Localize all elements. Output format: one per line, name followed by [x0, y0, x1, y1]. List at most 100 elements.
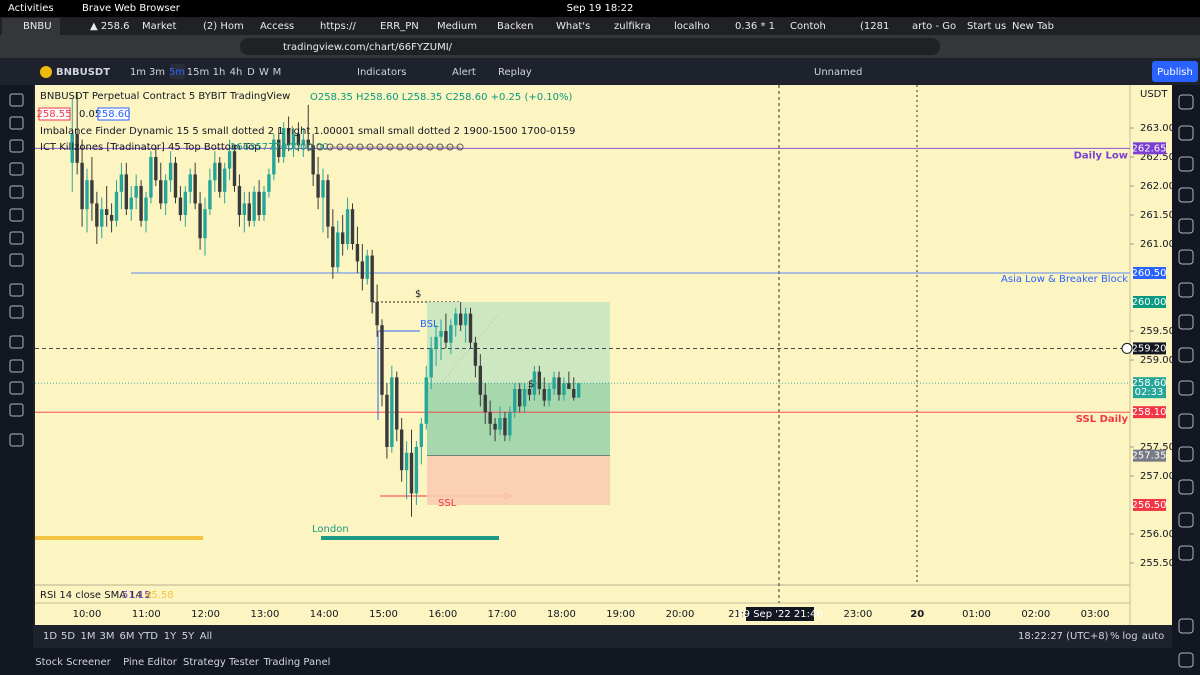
browser-tab[interactable]: ERR_PN	[380, 21, 419, 32]
label: SSL	[438, 498, 457, 509]
candle-body	[70, 133, 74, 163]
range-button[interactable]: 1M	[81, 631, 96, 642]
browser-tab[interactable]: Medium	[437, 21, 477, 32]
side-icon[interactable]	[1178, 249, 1194, 265]
panel-tab[interactable]: Pine Editor	[123, 657, 178, 668]
label: O258.35 H258.60 L258.35 C258.60 +0.25 (+…	[310, 92, 572, 103]
candle-body	[547, 388, 551, 401]
browser-tab[interactable]: 0.36 * 1	[735, 21, 775, 32]
tool-icon[interactable]	[9, 403, 24, 417]
tool-icon[interactable]	[9, 185, 24, 199]
browser-tab[interactable]: (1281	[860, 21, 889, 32]
range-button[interactable]: 1D	[43, 631, 57, 642]
label[interactable]: auto	[1142, 631, 1165, 642]
tool-icon[interactable]	[9, 208, 24, 222]
side-icon[interactable]	[1178, 314, 1194, 330]
range-button[interactable]: 5Y	[182, 631, 195, 642]
label[interactable]: Alert	[452, 67, 476, 78]
side-icon[interactable]	[1178, 156, 1194, 172]
browser-tab[interactable]: zulfikra	[614, 21, 651, 32]
y-tick-label: 259.00	[1140, 355, 1175, 366]
browser-tab[interactable]: ▲ 258.6	[90, 21, 130, 32]
tool-icon[interactable]	[9, 381, 24, 395]
crosshair-time-badge	[746, 607, 814, 621]
candle-body	[272, 139, 276, 175]
browser-tab[interactable]: What's	[556, 21, 590, 32]
browser-tab[interactable]: BNBU	[23, 21, 52, 32]
range-button[interactable]: All	[200, 631, 212, 642]
label[interactable]: %	[1110, 631, 1120, 642]
range-button[interactable]: 3M	[100, 631, 115, 642]
label[interactable]: BNBUSDT	[56, 67, 110, 78]
side-icon[interactable]	[1178, 218, 1194, 234]
y-tick-label: 257.00	[1140, 471, 1175, 482]
tool-icon[interactable]	[9, 116, 24, 130]
panel-tab[interactable]: Stock Screener	[35, 657, 111, 668]
browser-tab[interactable]: arto - Go	[912, 21, 956, 32]
tool-icon[interactable]	[9, 162, 24, 176]
tool-icon[interactable]	[9, 253, 24, 267]
side-icon[interactable]	[1178, 446, 1194, 462]
tool-icon[interactable]	[9, 283, 24, 297]
interval[interactable]: 3m	[149, 67, 165, 78]
interval[interactable]: W	[259, 67, 269, 78]
label[interactable]: Publish	[1157, 67, 1193, 78]
side-icon[interactable]	[1178, 545, 1194, 561]
side-icon[interactable]	[1178, 618, 1194, 634]
side-icon[interactable]	[1178, 380, 1194, 396]
publish-button[interactable]	[1152, 61, 1198, 82]
panel-tab[interactable]: Strategy Tester	[183, 657, 260, 668]
interval[interactable]: 4h	[230, 67, 243, 78]
side-icon[interactable]	[1178, 347, 1194, 363]
tool-icon[interactable]	[9, 93, 24, 107]
label[interactable]: Unnamed	[814, 67, 862, 78]
crosshair-plus[interactable]	[1121, 342, 1133, 354]
interval[interactable]: 1m	[130, 67, 146, 78]
side-icon[interactable]	[1178, 125, 1194, 141]
candle-body	[188, 174, 192, 192]
range-button[interactable]: 5D	[61, 631, 75, 642]
candle-body	[109, 215, 114, 221]
browser-tab[interactable]: https://	[320, 21, 356, 32]
label[interactable]: Indicators	[357, 67, 406, 78]
browser-tab[interactable]: Access	[260, 21, 294, 32]
tool-icon[interactable]	[9, 359, 24, 373]
tool-icon[interactable]	[9, 231, 24, 245]
range-button[interactable]: 1Y	[164, 631, 177, 642]
browser-tab[interactable]: (2) Hom	[203, 21, 244, 32]
tool-icon[interactable]	[9, 139, 24, 153]
candle-body	[281, 128, 286, 158]
browser-tab[interactable]: localho	[674, 21, 710, 32]
browser-tab[interactable]: Contoh	[790, 21, 826, 32]
browser-tab[interactable]: Market	[142, 21, 176, 32]
label[interactable]: log	[1122, 631, 1137, 642]
interval[interactable]: 15m	[187, 67, 209, 78]
tool-icon[interactable]	[9, 335, 24, 349]
side-icon[interactable]	[1178, 187, 1194, 203]
url-field[interactable]	[240, 38, 940, 55]
candle-body	[473, 342, 478, 366]
panel-tab[interactable]: Trading Panel	[263, 657, 331, 668]
interval[interactable]: D	[247, 67, 255, 78]
side-icon[interactable]	[1178, 479, 1194, 495]
side-icon[interactable]	[1178, 652, 1194, 668]
label[interactable]: Replay	[498, 67, 532, 78]
browser-tab[interactable]: New Tab	[1012, 21, 1054, 32]
candle-body	[350, 209, 355, 245]
candle-body	[454, 313, 458, 326]
side-icon[interactable]	[1178, 512, 1194, 528]
tool-icon[interactable]	[9, 433, 24, 447]
url[interactable]: tradingview.com/chart/66FYZUMI/	[283, 42, 453, 53]
tool-icon[interactable]	[9, 305, 24, 319]
side-icon[interactable]	[1178, 413, 1194, 429]
range-button[interactable]: 6M	[120, 631, 135, 642]
side-icon[interactable]	[1178, 282, 1194, 298]
interval[interactable]: M	[273, 67, 282, 78]
interval[interactable]: 5m	[169, 67, 185, 78]
interval[interactable]: 1h	[213, 67, 226, 78]
side-icon[interactable]	[1178, 94, 1194, 110]
range-button[interactable]: YTD	[137, 631, 158, 642]
candle-body	[326, 180, 330, 227]
browser-tab[interactable]: Backen	[497, 21, 533, 32]
browser-tab[interactable]: Start us	[967, 21, 1006, 32]
